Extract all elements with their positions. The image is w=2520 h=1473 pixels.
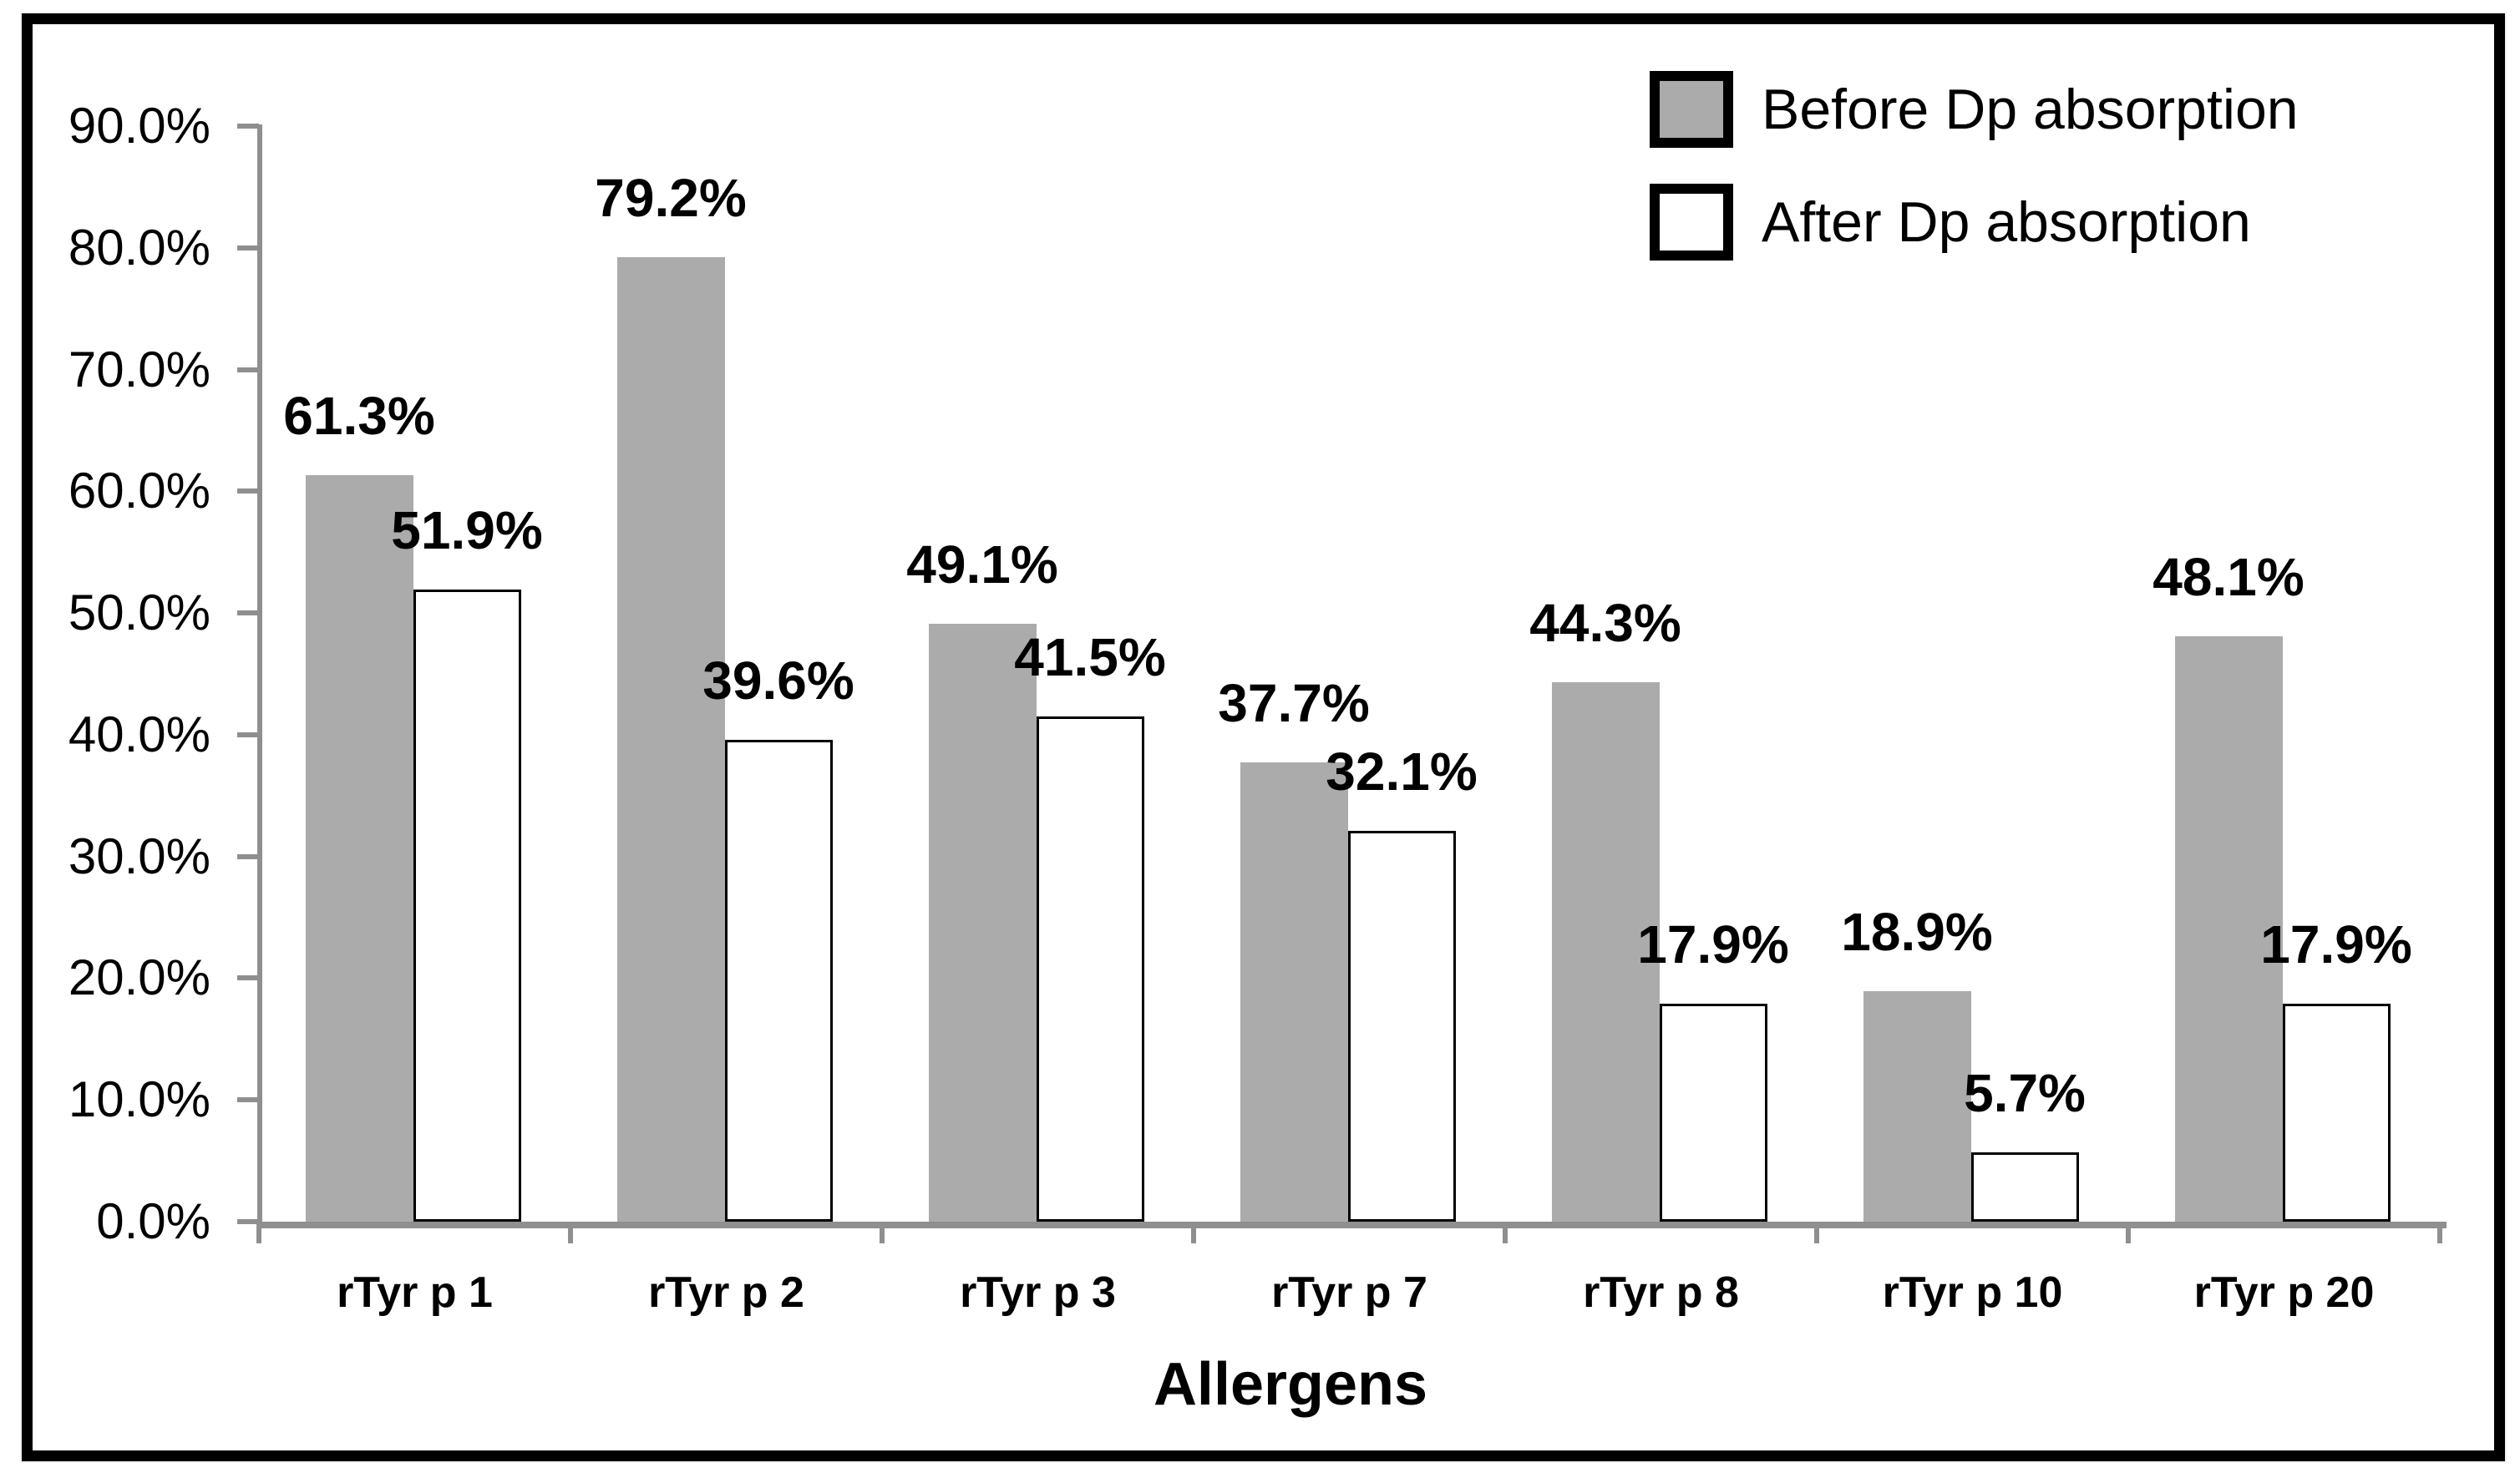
bar-after-rtyr-p-7 — [1348, 831, 1456, 1222]
y-tick-label: 80.0% — [68, 220, 210, 276]
y-tick — [237, 1219, 259, 1224]
y-tick-label: 70.0% — [68, 342, 210, 397]
x-category-label-rtyr-p-2: rTyr p 2 — [648, 1268, 804, 1317]
y-tick — [237, 854, 259, 859]
legend-swatch-after — [1650, 184, 1733, 261]
x-category-label-rtyr-p-10: rTyr p 10 — [1882, 1268, 2063, 1317]
y-tick — [237, 246, 259, 251]
x-tick — [880, 1222, 885, 1243]
value-label-before-rtyr-p-2: 79.2% — [595, 168, 747, 228]
bar-after-rtyr-p-8 — [1660, 1004, 1767, 1222]
value-label-before-rtyr-p-1: 61.3% — [283, 386, 435, 446]
bar-after-rtyr-p-2 — [725, 740, 833, 1222]
bar-after-rtyr-p-3 — [1037, 716, 1144, 1222]
legend-swatch-before — [1650, 71, 1733, 148]
x-tick — [1814, 1222, 1819, 1243]
y-tick — [237, 367, 259, 372]
value-label-before-rtyr-p-20: 48.1% — [2152, 547, 2305, 607]
value-label-before-rtyr-p-10: 18.9% — [1841, 902, 1993, 962]
y-axis-line — [257, 124, 262, 1228]
legend-item-before: Before Dp absorption — [1650, 71, 2299, 148]
legend-label-after: After Dp absorption — [1762, 190, 2251, 254]
value-label-after-rtyr-p-1: 51.9% — [391, 500, 543, 560]
x-category-label-rtyr-p-7: rTyr p 7 — [1271, 1268, 1427, 1317]
y-tick-label: 10.0% — [68, 1071, 210, 1127]
y-tick-label: 0.0% — [96, 1193, 210, 1249]
x-axis-line — [257, 1222, 2446, 1228]
x-category-label-rtyr-p-3: rTyr p 3 — [960, 1268, 1116, 1317]
value-label-after-rtyr-p-10: 5.7% — [1964, 1063, 2086, 1123]
y-tick-label: 40.0% — [68, 706, 210, 762]
y-tick — [237, 975, 259, 980]
bar-after-rtyr-p-10 — [1971, 1152, 2079, 1222]
x-category-label-rtyr-p-20: rTyr p 20 — [2193, 1268, 2375, 1317]
y-tick-label: 30.0% — [68, 828, 210, 884]
bar-before-rtyr-p-10 — [1863, 991, 1971, 1222]
value-label-after-rtyr-p-8: 17.9% — [1637, 914, 1789, 974]
bar-after-rtyr-p-20 — [2283, 1004, 2391, 1222]
y-tick — [237, 610, 259, 615]
bar-before-rtyr-p-2 — [617, 257, 725, 1222]
y-tick — [237, 1097, 259, 1102]
legend-label-before: Before Dp absorption — [1762, 78, 2299, 141]
bar-before-rtyr-p-8 — [1552, 682, 1660, 1222]
legend-item-after: After Dp absorption — [1650, 184, 2299, 261]
x-tick — [2437, 1222, 2442, 1243]
x-category-label-rtyr-p-1: rTyr p 1 — [337, 1268, 493, 1317]
y-tick-label: 20.0% — [68, 949, 210, 1005]
x-tick — [256, 1222, 261, 1243]
x-tick — [2126, 1222, 2131, 1243]
value-label-after-rtyr-p-3: 41.5% — [1014, 627, 1166, 687]
value-label-before-rtyr-p-8: 44.3% — [1529, 593, 1681, 653]
x-category-label-rtyr-p-8: rTyr p 8 — [1583, 1268, 1739, 1317]
legend: Before Dp absorption After Dp absorption — [1650, 71, 2299, 296]
x-tick — [1503, 1222, 1508, 1243]
bar-before-rtyr-p-7 — [1240, 762, 1348, 1222]
bar-before-rtyr-p-3 — [929, 624, 1037, 1222]
value-label-after-rtyr-p-7: 32.1% — [1326, 742, 1478, 802]
value-label-before-rtyr-p-3: 49.1% — [906, 534, 1058, 595]
y-tick-label: 60.0% — [68, 463, 210, 519]
x-axis-title: Allergens — [1153, 1351, 1428, 1418]
y-tick — [237, 732, 259, 737]
y-tick — [237, 124, 259, 129]
y-tick — [237, 488, 259, 494]
value-label-after-rtyr-p-20: 17.9% — [2260, 914, 2412, 974]
bar-before-rtyr-p-1 — [306, 475, 413, 1222]
x-tick — [1191, 1222, 1196, 1243]
value-label-before-rtyr-p-7: 37.7% — [1218, 673, 1370, 733]
bar-before-rtyr-p-20 — [2175, 636, 2283, 1222]
bar-after-rtyr-p-1 — [413, 590, 521, 1222]
y-tick-label: 50.0% — [68, 585, 210, 640]
y-tick-label: 90.0% — [68, 98, 210, 154]
value-label-after-rtyr-p-2: 39.6% — [702, 650, 854, 711]
x-tick — [568, 1222, 573, 1243]
